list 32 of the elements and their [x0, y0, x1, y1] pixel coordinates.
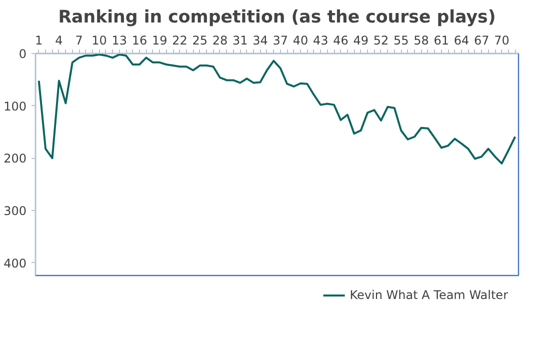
- x-tick-label: 58: [414, 34, 429, 48]
- y-tick-label: 300: [4, 204, 26, 218]
- x-tick-label: 7: [75, 34, 83, 48]
- x-tick-label: 13: [112, 34, 127, 48]
- x-tick-label: 10: [92, 34, 107, 48]
- x-tick-label: 19: [152, 34, 168, 48]
- x-tick-label: 67: [474, 34, 490, 48]
- x-tick-label: 40: [292, 34, 308, 48]
- x-tick-label: 55: [393, 34, 409, 48]
- x-tick-label: 49: [353, 34, 368, 48]
- chart-title: Ranking in competition (as the course plays): [58, 8, 496, 28]
- x-tick-label: 1: [35, 34, 43, 48]
- y-tick-label: 400: [4, 256, 26, 270]
- x-tick-label: 28: [212, 34, 228, 48]
- x-tick-label: 61: [434, 34, 449, 48]
- y-tick-label: 0: [18, 47, 27, 61]
- y-tick-label: 100: [4, 99, 26, 114]
- x-tick-label: 43: [312, 34, 328, 48]
- x-tick-label: 64: [454, 34, 470, 48]
- x-tick-label: 46: [333, 34, 348, 48]
- y-tick-label: 200: [4, 152, 26, 166]
- x-tick-label: 25: [192, 34, 208, 48]
- x-tick-label: 22: [172, 34, 188, 48]
- x-tick-label: 4: [55, 34, 63, 48]
- x-tick-label: 52: [373, 34, 389, 48]
- x-tick-label: 34: [252, 34, 268, 48]
- line-series: [38, 54, 516, 164]
- x-tick-label: 16: [132, 34, 148, 48]
- x-tick-label: 70: [494, 34, 510, 48]
- x-tick-label: 31: [232, 34, 248, 48]
- legend-label: Kevin What A Team Walter: [350, 288, 508, 302]
- x-tick-label: 37: [272, 34, 288, 48]
